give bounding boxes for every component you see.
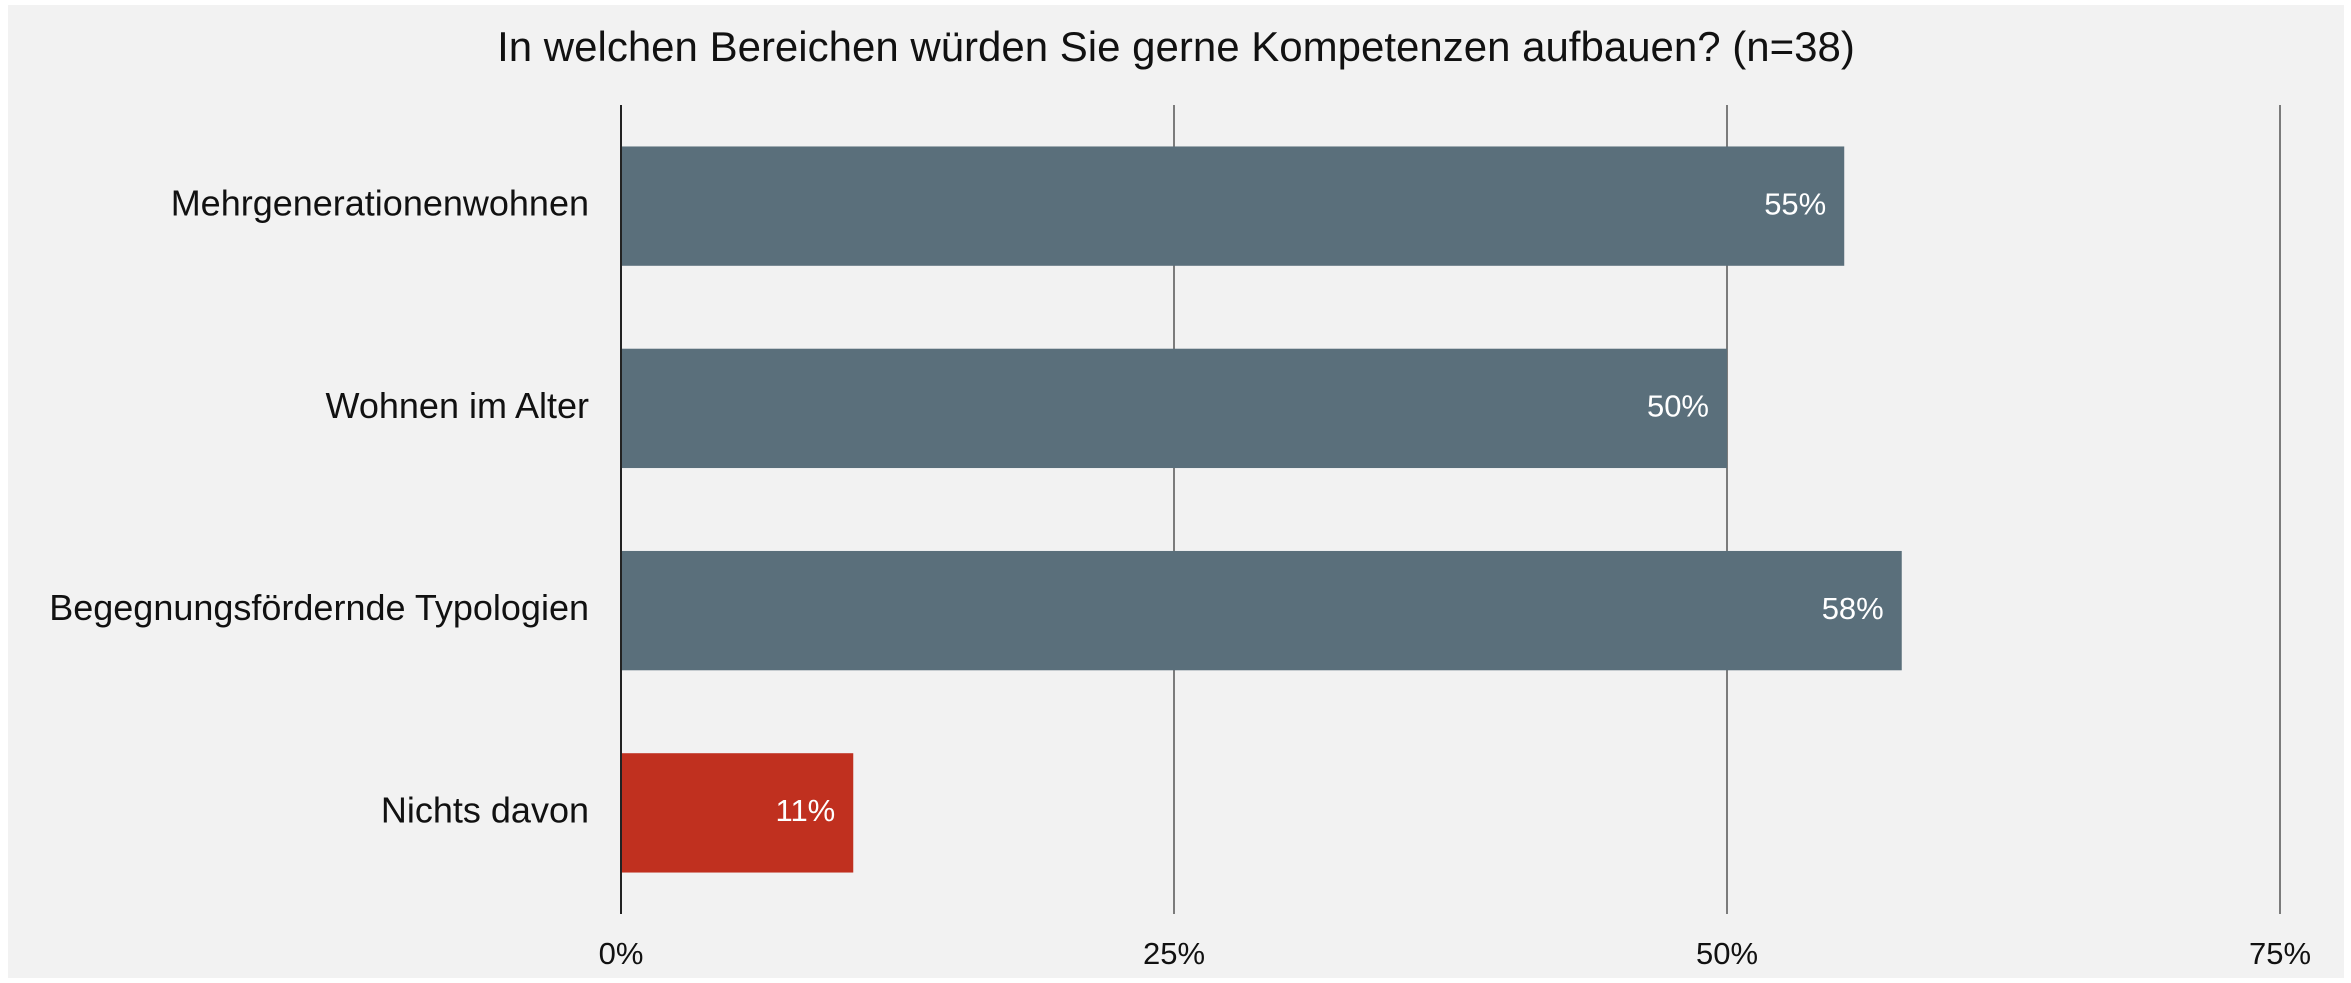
y-tick-label: Nichts davon — [381, 789, 589, 830]
value-label: 50% — [1647, 389, 1709, 424]
bar — [621, 146, 1845, 266]
chart-title: In welchen Bereichen würden Sie gerne Ko… — [497, 23, 1855, 70]
value-label: 11% — [776, 793, 836, 828]
x-tick-label: 50% — [1696, 936, 1758, 971]
y-tick-label: Wohnen im Alter — [326, 385, 589, 426]
bar — [621, 550, 1902, 671]
y-tick-label: Begegnungsfördernde Typologien — [49, 587, 589, 628]
bar — [621, 348, 1727, 469]
x-tick-label: 25% — [1143, 936, 1205, 971]
value-label: 55% — [1764, 186, 1826, 221]
x-tick-label: 0% — [599, 936, 644, 971]
x-tick-label: 75% — [2249, 936, 2311, 971]
y-tick-label: Mehrgenerationenwohnen — [171, 183, 589, 224]
value-label: 58% — [1822, 591, 1884, 626]
bar — [621, 753, 854, 873]
